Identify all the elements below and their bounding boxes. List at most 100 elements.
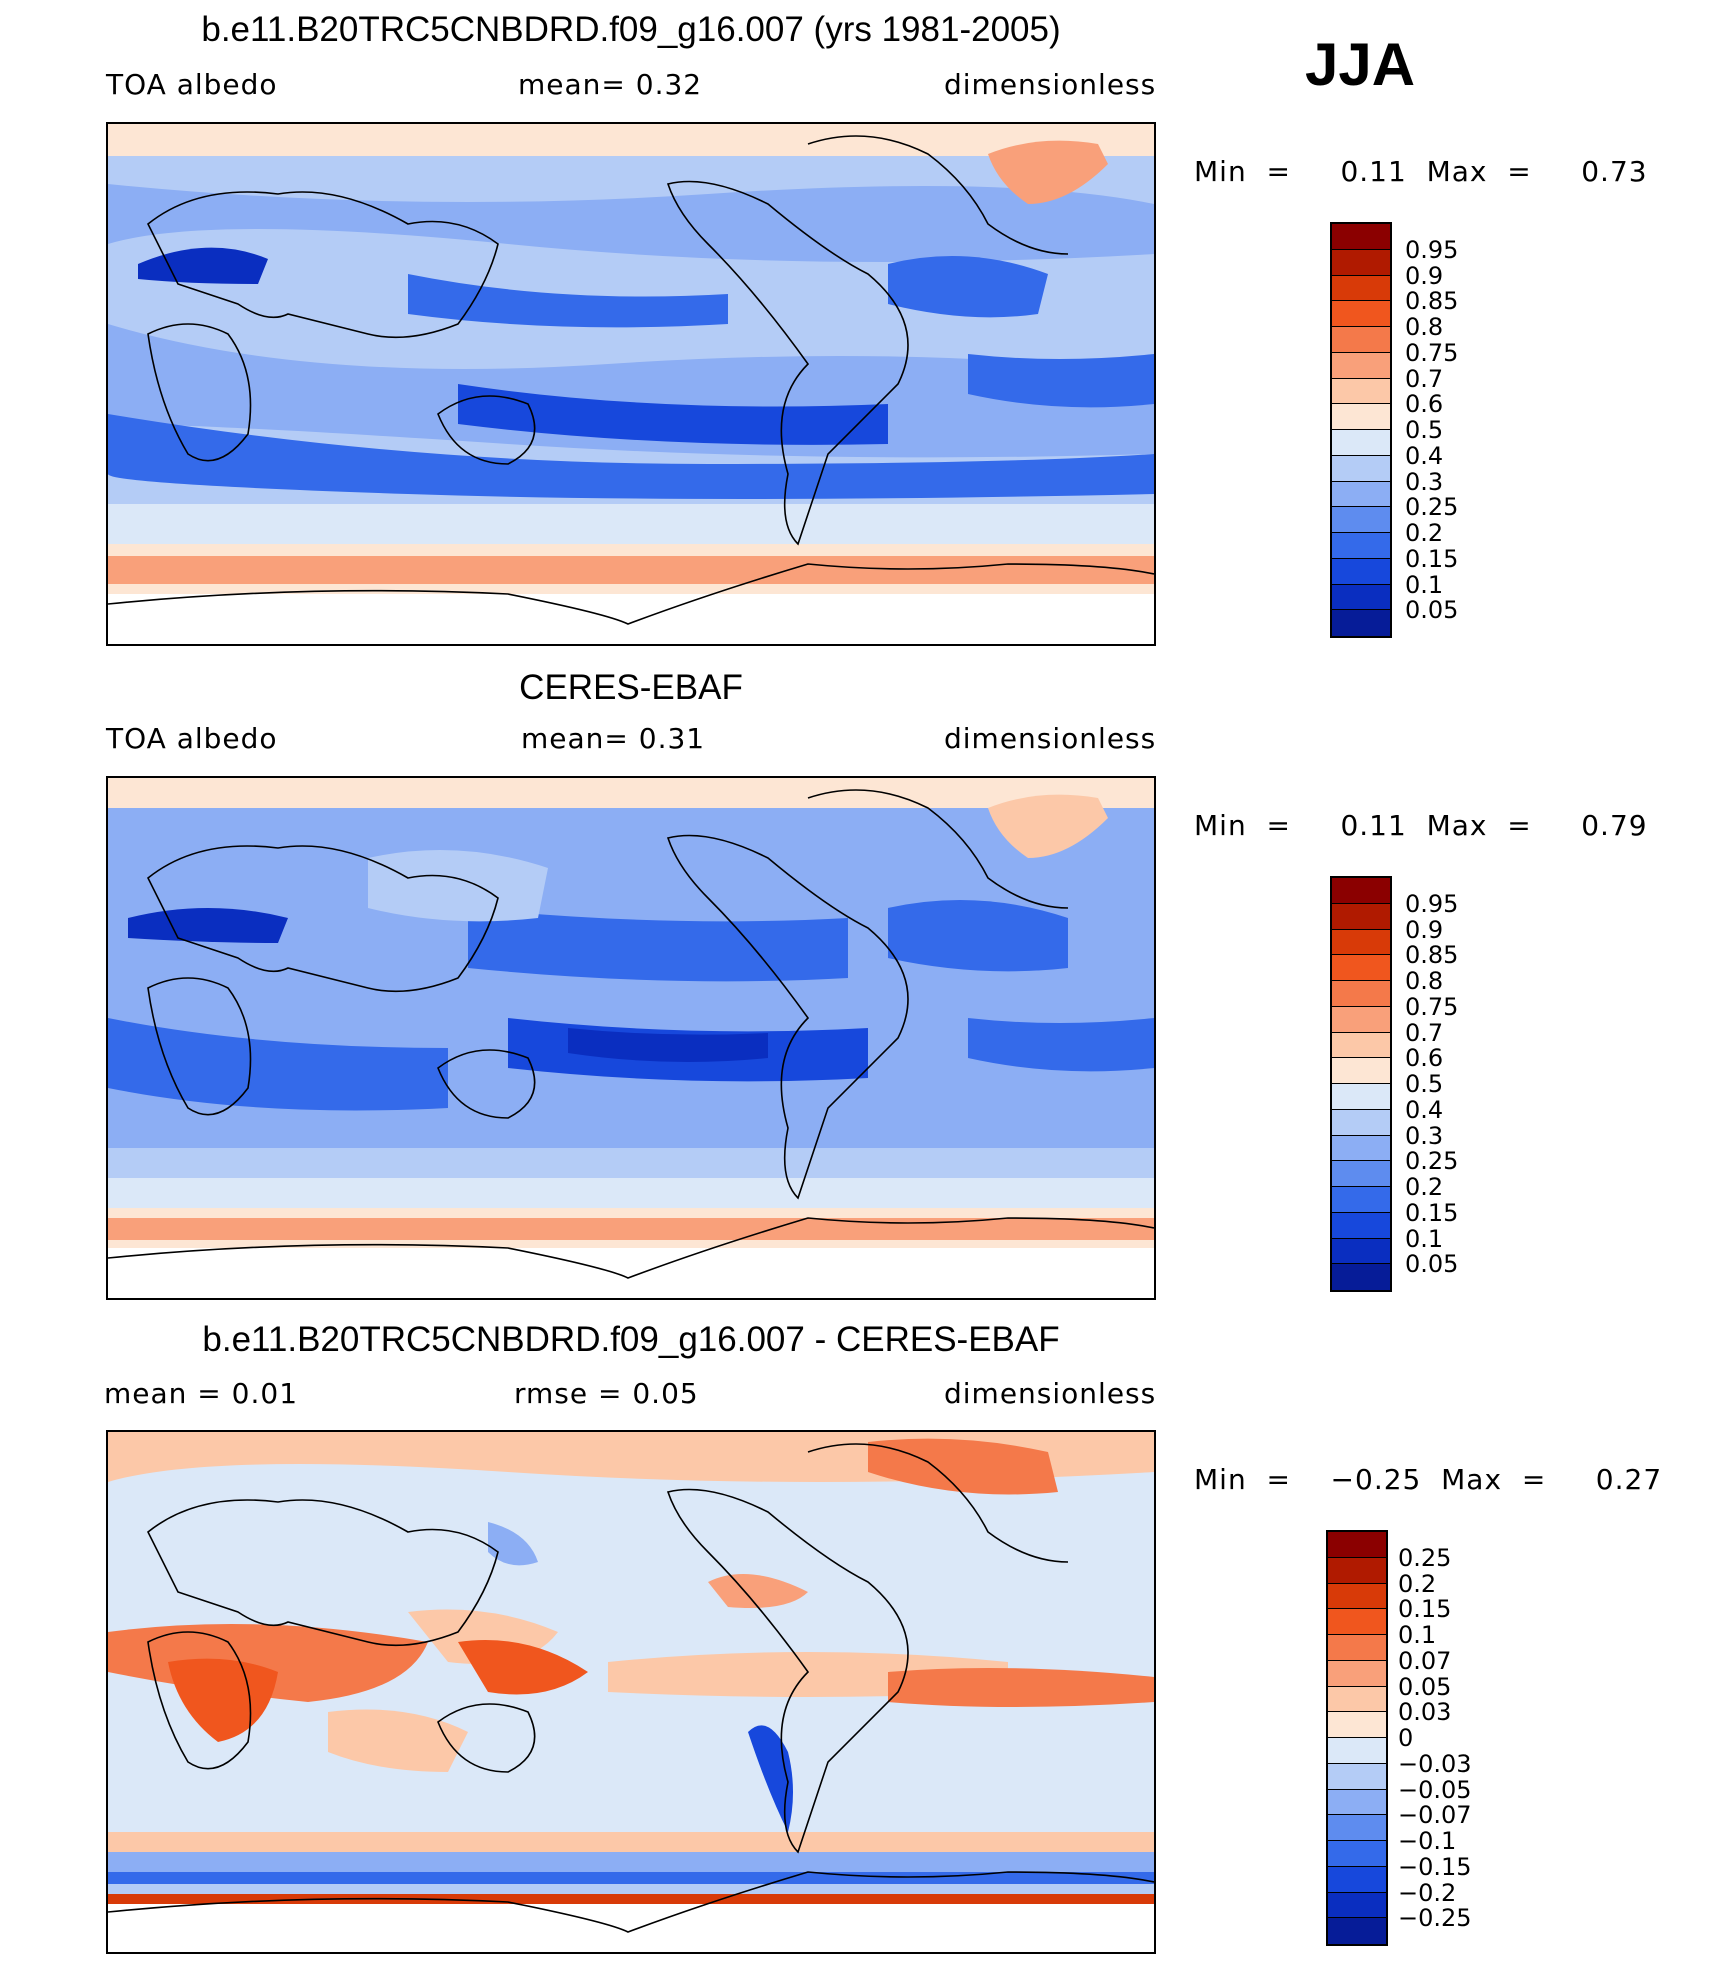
colorbar-swatch: [1328, 1918, 1386, 1944]
colorbar-swatch: [1332, 301, 1390, 327]
panel-3-title: b.e11.B20TRC5CNBDRD.f09_g16.007 - CERES-…: [202, 1320, 1060, 1359]
colorbar-swatch: [1332, 1135, 1390, 1162]
colorbar-tick-label: 0.75: [1405, 338, 1459, 367]
colorbar-tick-label: 0.8: [1405, 967, 1444, 995]
colorbar-swatch: [1332, 558, 1390, 585]
colorbar-swatch: [1332, 352, 1390, 379]
colorbar-tick-label: −0.15: [1398, 1852, 1472, 1881]
colorbar-tick-label: 0.4: [1405, 1095, 1444, 1124]
colorbar-tick-label: −0.25: [1398, 1904, 1472, 1933]
colorbar-tick-label: 0.2: [1405, 1173, 1444, 1201]
colorbar-tick-label: 0.1: [1398, 1621, 1437, 1649]
colorbar-swatch: [1328, 1815, 1386, 1841]
colorbar-swatch: [1332, 1084, 1390, 1110]
colorbar-tick-label: 0.2: [1405, 519, 1444, 547]
colorbar-swatch: [1328, 1583, 1386, 1610]
colorbar-tick-label: −0.05: [1398, 1775, 1472, 1804]
season-label: JJA: [1305, 31, 1416, 98]
colorbar-swatch: [1332, 929, 1390, 956]
colorbar-swatch: [1332, 610, 1390, 636]
panel-2-colorbar: [1330, 876, 1392, 1292]
panel-2-minmax: Min = 0.11 Max = 0.79: [1194, 809, 1648, 842]
colorbar-swatch: [1332, 981, 1390, 1007]
colorbar-tick-label: 0.2: [1398, 1569, 1437, 1598]
colorbar-swatch: [1332, 1212, 1390, 1239]
colorbar-swatch: [1328, 1532, 1386, 1558]
colorbar-tick-label: 0.6: [1405, 1044, 1444, 1073]
colorbar-swatch: [1328, 1763, 1386, 1790]
colorbar-swatch: [1328, 1660, 1386, 1687]
colorbar-tick-label: 0.4: [1405, 441, 1444, 470]
colorbar-tick-label: −0.2: [1398, 1878, 1457, 1907]
colorbar-tick-label: 0.1: [1405, 1224, 1444, 1253]
colorbar-tick-label: 0.9: [1405, 915, 1444, 944]
colorbar-swatch: [1332, 1264, 1390, 1290]
panel-3-colorbar: [1326, 1530, 1388, 1946]
colorbar-tick-label: 0.07: [1398, 1646, 1452, 1675]
colorbar-swatch: [1328, 1635, 1386, 1661]
colorbar-swatch: [1332, 1238, 1390, 1265]
panel-1-mean-label: mean= 0.32: [518, 68, 703, 101]
colorbar-swatch: [1328, 1738, 1386, 1764]
colorbar-swatch: [1332, 584, 1390, 611]
colorbar-swatch: [1328, 1686, 1386, 1713]
colorbar-tick-label: 0.6: [1405, 390, 1444, 419]
colorbar-tick-label: 0.85: [1405, 941, 1459, 970]
colorbar-tick-label: 0.05: [1398, 1672, 1452, 1701]
colorbar-swatch: [1328, 1892, 1386, 1919]
colorbar-swatch: [1328, 1866, 1386, 1893]
colorbar-tick-label: 0.15: [1405, 544, 1459, 573]
panel-3-map: [106, 1430, 1156, 1954]
colorbar-swatch: [1332, 1006, 1390, 1033]
colorbar-tick-label: 0.95: [1405, 235, 1459, 264]
colorbar-tick-label: 0.25: [1405, 493, 1459, 522]
colorbar-tick-label: 0.25: [1405, 1147, 1459, 1176]
colorbar-tick-label: 0.15: [1405, 1198, 1459, 1227]
colorbar-tick-label: −0.03: [1398, 1749, 1472, 1778]
colorbar-swatch: [1332, 878, 1390, 904]
colorbar-swatch: [1332, 249, 1390, 276]
colorbar-tick-label: 0.25: [1398, 1543, 1452, 1572]
colorbar-swatch: [1332, 1032, 1390, 1059]
colorbar-tick-label: 0.3: [1405, 1121, 1444, 1150]
colorbar-swatch: [1328, 1557, 1386, 1584]
panel-2-mean-label: mean= 0.31: [521, 722, 706, 755]
colorbar-swatch: [1332, 224, 1390, 250]
panel-3-minmax: Min = −0.25 Max = 0.27: [1194, 1463, 1663, 1496]
colorbar-tick-label: 0.05: [1405, 596, 1459, 625]
colorbar-tick-label: 0.8: [1405, 313, 1444, 341]
colorbar-swatch: [1328, 1841, 1386, 1867]
colorbar-swatch: [1328, 1609, 1386, 1635]
colorbar-tick-label: 0.3: [1405, 467, 1444, 496]
colorbar-swatch: [1332, 1058, 1390, 1084]
colorbar-tick-label: 0.5: [1405, 416, 1444, 444]
colorbar-swatch: [1332, 955, 1390, 981]
colorbar-swatch: [1332, 275, 1390, 302]
panel-1-map: [106, 122, 1156, 646]
panel-2-units-label: dimensionless: [944, 722, 1157, 755]
colorbar-swatch: [1332, 455, 1390, 482]
colorbar-tick-label: 0.9: [1405, 261, 1444, 290]
colorbar-tick-label: 0.7: [1405, 1018, 1444, 1047]
colorbar-swatch: [1332, 1161, 1390, 1187]
panel-1-variable-label: TOA albedo: [106, 68, 278, 101]
panel-1-title: b.e11.B20TRC5CNBDRD.f09_g16.007 (yrs 198…: [201, 10, 1061, 49]
panel-2-map: [106, 776, 1156, 1300]
colorbar-swatch: [1332, 378, 1390, 405]
colorbar-swatch: [1332, 1109, 1390, 1136]
colorbar-swatch: [1332, 1187, 1390, 1213]
colorbar-swatch: [1332, 533, 1390, 559]
panel-3-rmse-label: rmse = 0.05: [514, 1377, 699, 1410]
panel-3-units-label: dimensionless: [944, 1377, 1157, 1410]
colorbar-swatch: [1328, 1789, 1386, 1816]
colorbar-tick-label: 0.5: [1405, 1070, 1444, 1098]
colorbar-swatch: [1328, 1712, 1386, 1738]
colorbar-swatch: [1332, 327, 1390, 353]
panel-2-title: CERES-EBAF: [519, 668, 743, 707]
colorbar-tick-label: −0.07: [1398, 1801, 1472, 1830]
colorbar-tick-label: 0.75: [1405, 992, 1459, 1021]
colorbar-tick-label: 0: [1398, 1724, 1414, 1752]
colorbar-swatch: [1332, 481, 1390, 508]
colorbar-swatch: [1332, 507, 1390, 533]
colorbar-swatch: [1332, 903, 1390, 930]
